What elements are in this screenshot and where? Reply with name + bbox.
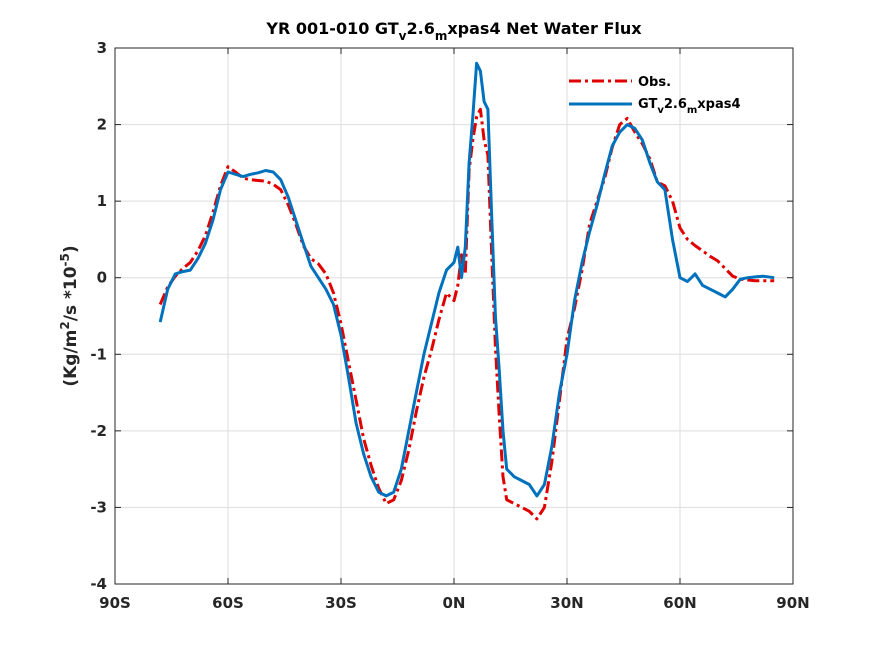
x-tick-label: 0N <box>443 594 466 612</box>
x-tick-label: 30S <box>325 594 357 612</box>
x-tick-label: 90N <box>776 594 809 612</box>
y-tick-label: -2 <box>90 422 107 440</box>
x-tick-label: 60N <box>663 594 696 612</box>
y-tick-label: -1 <box>90 345 107 363</box>
y-tick-label: 1 <box>97 192 107 210</box>
chart-title: YR 001-010 GTv2.6mxpas4 Net Water Flux <box>265 19 642 43</box>
y-tick-label: 2 <box>97 116 107 134</box>
y-axis-label: (Kg/m2/s *10-5) <box>58 245 81 386</box>
series-layer <box>158 61 775 521</box>
x-tick-label: 90S <box>99 594 131 612</box>
y-tick-label: -3 <box>90 498 107 516</box>
legend: Obs. GTv2.6mxpas4 <box>569 75 741 116</box>
x-tick-label: 30N <box>550 594 583 612</box>
legend-label-model: GTv2.6mxpas4 <box>638 97 741 116</box>
x-tick-label: 60S <box>212 594 244 612</box>
legend-label-obs: Obs. <box>638 75 671 90</box>
y-tick-label: -4 <box>90 575 107 593</box>
y-tick-label: 3 <box>97 39 107 57</box>
ticks-layer: 90S 60S 30S 0N 30N 60N 90N -4 -3 -2 -1 0 1 2 3 <box>90 39 809 612</box>
y-tick-label: 0 <box>97 269 107 287</box>
series-line-model <box>158 61 775 498</box>
